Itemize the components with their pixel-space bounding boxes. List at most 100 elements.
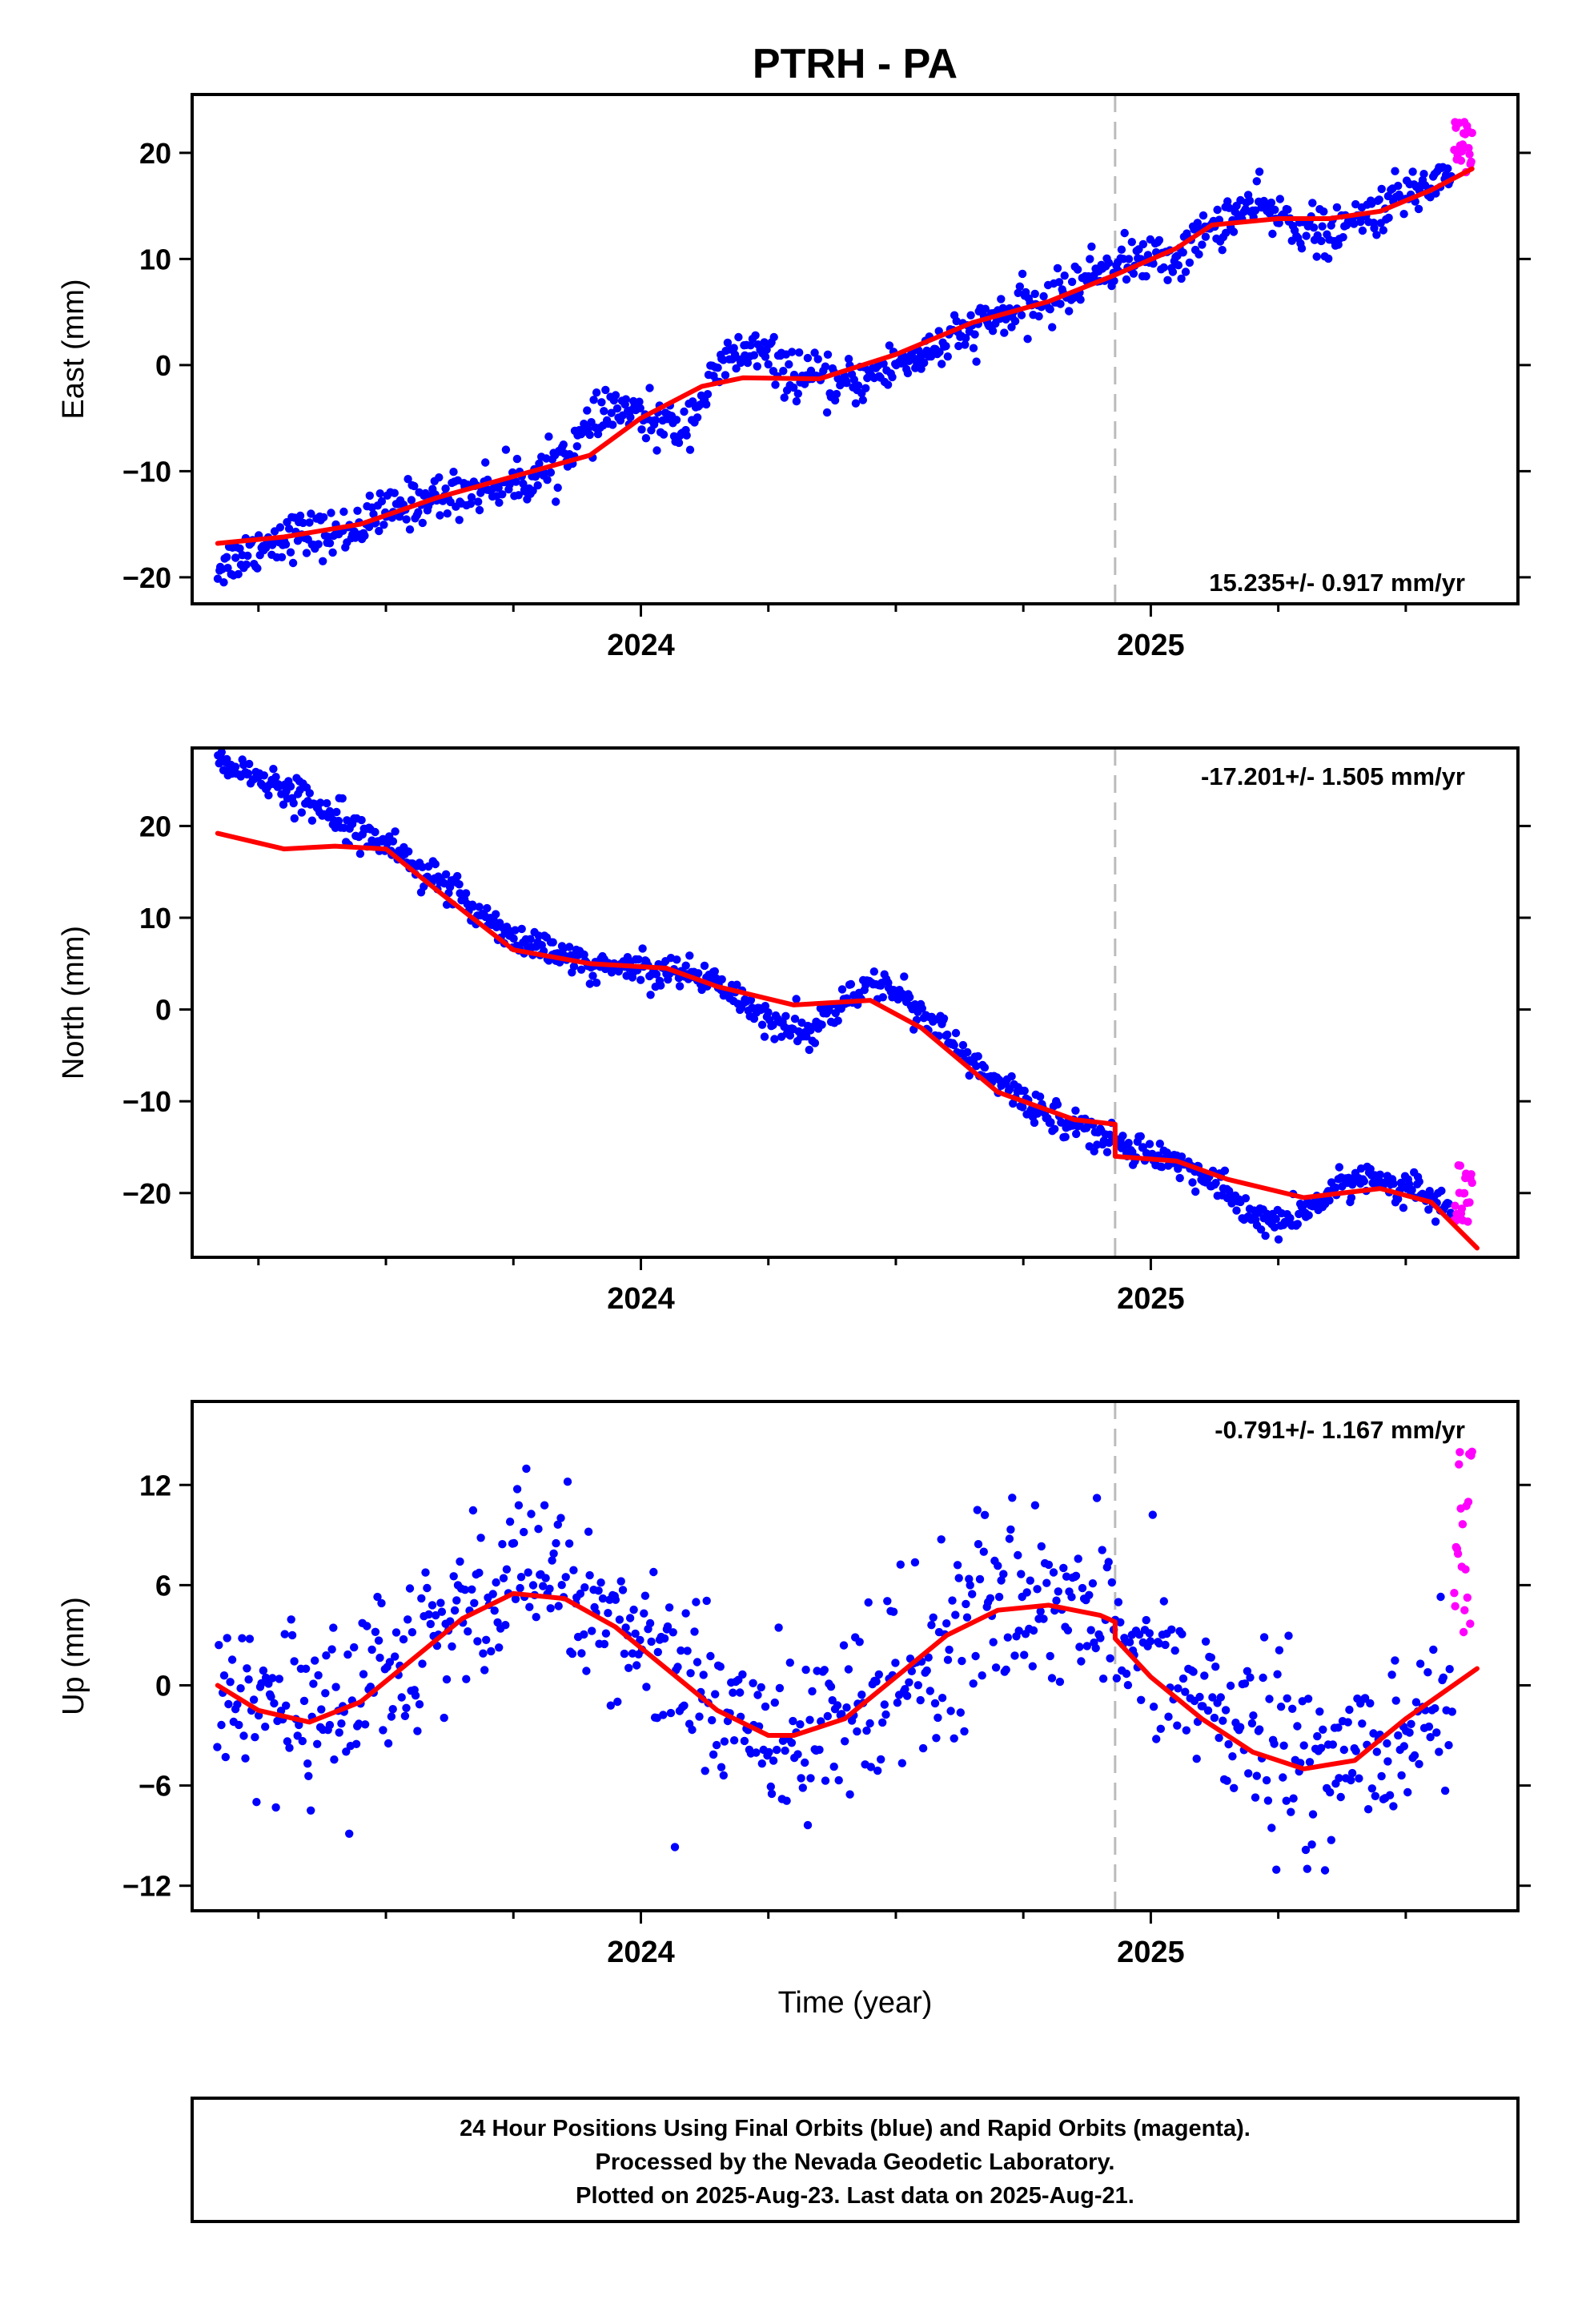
final-orbit-point bbox=[414, 508, 423, 517]
final-orbit-point bbox=[219, 1671, 229, 1680]
final-orbit-point bbox=[495, 1643, 504, 1652]
final-orbit-point bbox=[505, 1518, 515, 1526]
final-orbit-point bbox=[1284, 1631, 1293, 1640]
final-orbit-point bbox=[1241, 1194, 1251, 1203]
final-orbit-point bbox=[428, 1601, 437, 1610]
rapid-orbit-point bbox=[1456, 1161, 1465, 1170]
final-orbit-point bbox=[618, 1586, 628, 1594]
final-orbit-point bbox=[1444, 1741, 1453, 1750]
final-orbit-point bbox=[334, 816, 343, 826]
final-orbit-point bbox=[889, 1607, 898, 1616]
east-panel: −20 −10 0 10 20 2024 2025 East (mm) 15.235+/- 0.… bbox=[57, 93, 1531, 662]
final-orbit-point bbox=[716, 1663, 725, 1671]
final-orbit-point bbox=[1074, 1554, 1082, 1563]
final-orbit-point bbox=[397, 1693, 406, 1702]
final-orbit-point bbox=[442, 900, 452, 909]
final-orbit-point bbox=[817, 1020, 826, 1029]
final-orbit-point bbox=[1071, 1571, 1081, 1581]
final-orbit-point bbox=[1305, 1758, 1315, 1767]
final-orbit-point bbox=[271, 773, 280, 782]
final-orbit-point bbox=[1243, 1667, 1252, 1675]
final-orbit-point bbox=[779, 367, 788, 376]
final-orbit-point bbox=[686, 1669, 695, 1678]
final-orbit-point bbox=[1303, 1864, 1312, 1873]
final-orbit-point bbox=[1203, 1706, 1213, 1715]
final-orbit-point bbox=[1046, 1651, 1054, 1661]
final-orbit-point bbox=[357, 815, 366, 825]
final-orbit-point bbox=[584, 1527, 593, 1536]
y-axis-label: Up (mm) bbox=[57, 1597, 90, 1715]
final-orbit-point bbox=[540, 468, 549, 477]
final-orbit-point bbox=[482, 1635, 491, 1644]
final-orbit-point bbox=[1072, 1129, 1081, 1139]
final-orbit-point bbox=[629, 1605, 638, 1614]
final-orbit-point bbox=[1415, 1759, 1423, 1768]
final-orbit-point bbox=[405, 1584, 415, 1593]
final-orbit-point bbox=[922, 1666, 931, 1675]
final-orbit-point bbox=[1210, 1713, 1219, 1723]
final-orbit-point bbox=[833, 1016, 842, 1025]
final-orbit-point bbox=[640, 1609, 648, 1618]
final-orbit-point bbox=[549, 1549, 558, 1558]
final-orbit-point bbox=[564, 1539, 574, 1548]
final-orbit-point bbox=[626, 412, 635, 422]
final-orbit-point bbox=[330, 1755, 339, 1764]
final-orbit-point bbox=[721, 371, 730, 380]
final-orbit-point bbox=[1193, 219, 1203, 227]
final-orbit-point bbox=[1039, 292, 1048, 301]
final-orbit-point bbox=[1391, 1696, 1400, 1705]
final-orbit-point bbox=[613, 1697, 622, 1707]
final-orbit-point bbox=[593, 429, 603, 439]
final-orbit-point bbox=[1000, 328, 1009, 337]
final-orbit-point bbox=[1096, 1634, 1105, 1642]
final-orbit-point bbox=[1399, 210, 1408, 219]
x-tick-label: 2024 bbox=[607, 1936, 675, 1969]
final-orbit-point bbox=[1339, 1745, 1349, 1755]
final-orbit-point bbox=[1148, 1510, 1158, 1519]
final-orbit-point bbox=[677, 1646, 685, 1655]
final-orbit-point bbox=[864, 1598, 873, 1607]
final-orbit-point bbox=[897, 1759, 907, 1767]
final-orbit-point bbox=[821, 1776, 830, 1785]
final-orbit-point bbox=[767, 1789, 777, 1799]
final-orbit-point bbox=[802, 1032, 811, 1041]
final-orbit-point bbox=[511, 1594, 520, 1604]
final-orbit-point bbox=[785, 360, 793, 369]
final-orbit-point bbox=[295, 1720, 303, 1730]
final-orbit-point bbox=[533, 480, 542, 490]
final-orbit-point bbox=[1145, 1629, 1154, 1638]
final-orbit-point bbox=[1168, 267, 1178, 276]
final-orbit-point bbox=[969, 1679, 978, 1688]
final-orbit-point bbox=[415, 1700, 424, 1709]
final-orbit-point bbox=[1022, 1588, 1031, 1597]
final-orbit-point bbox=[1319, 1725, 1327, 1734]
final-orbit-point bbox=[287, 1630, 297, 1640]
final-orbit-point bbox=[820, 1666, 829, 1675]
final-orbit-point bbox=[769, 1756, 778, 1765]
final-orbit-point bbox=[1425, 1187, 1434, 1196]
final-orbit-point bbox=[1034, 312, 1043, 321]
final-orbit-point bbox=[339, 507, 348, 517]
plot-frame bbox=[191, 93, 1520, 605]
final-orbit-point bbox=[1320, 1866, 1330, 1875]
final-orbit-point bbox=[900, 972, 909, 981]
final-orbit-point bbox=[1087, 242, 1096, 251]
final-orbit-point bbox=[1270, 1739, 1279, 1748]
final-orbit-point bbox=[514, 491, 523, 500]
final-orbit-point bbox=[598, 1594, 608, 1603]
final-orbit-point bbox=[1090, 1147, 1098, 1156]
final-orbit-point bbox=[920, 358, 929, 368]
final-orbit-point bbox=[501, 445, 511, 454]
final-orbit-point bbox=[881, 1710, 890, 1719]
final-orbit-point bbox=[245, 759, 254, 769]
final-orbit-point bbox=[988, 327, 998, 336]
final-orbit-point bbox=[851, 399, 861, 408]
final-orbit-point bbox=[516, 1583, 524, 1593]
final-orbit-point bbox=[245, 1634, 255, 1643]
final-orbit-point bbox=[775, 1683, 785, 1693]
final-orbit-point bbox=[1137, 1695, 1146, 1704]
final-orbit-point bbox=[645, 384, 654, 392]
final-orbit-point bbox=[251, 1733, 259, 1742]
final-orbit-point bbox=[951, 1610, 960, 1619]
final-orbit-point bbox=[1358, 1719, 1367, 1728]
